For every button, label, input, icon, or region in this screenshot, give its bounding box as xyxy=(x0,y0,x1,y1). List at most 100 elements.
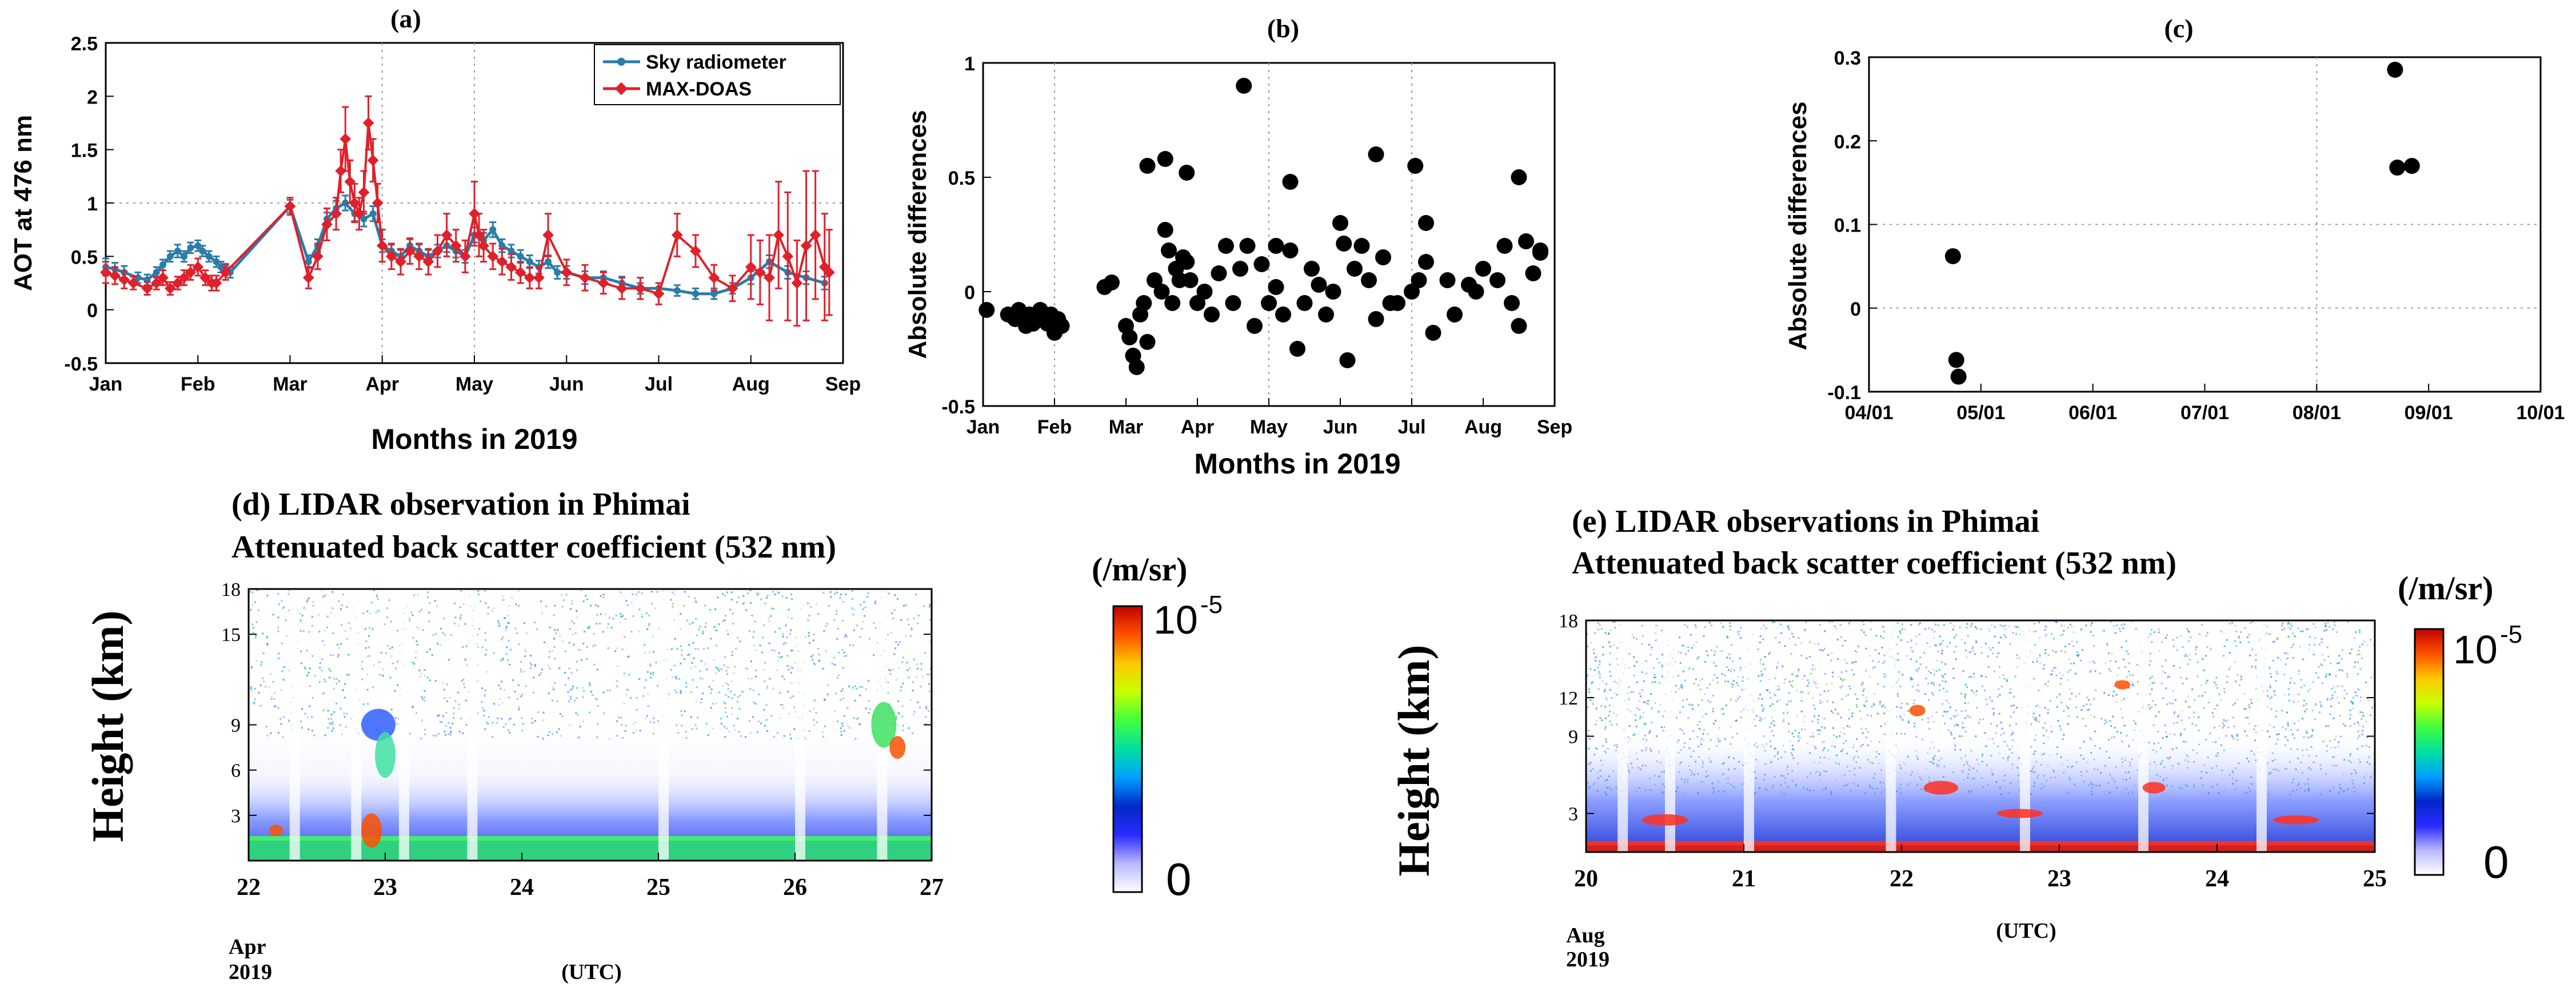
heatmap-speckle xyxy=(1650,654,1652,656)
heatmap-speckle xyxy=(580,589,582,591)
heatmap-speckle xyxy=(257,609,259,611)
heatmap-speckle xyxy=(858,694,861,697)
heatmap-speckle xyxy=(1693,682,1695,684)
heatmap-speckle xyxy=(2362,726,2364,727)
heatmap-speckle xyxy=(563,599,565,602)
heatmap-data-gap xyxy=(289,589,300,861)
heatmap-speckle xyxy=(346,606,348,608)
heatmap-speckle xyxy=(681,714,683,717)
heatmap-speckle xyxy=(2103,692,2106,694)
heatmap-speckle xyxy=(530,667,532,669)
heatmap-speckle xyxy=(902,656,904,659)
heatmap-speckle xyxy=(2239,679,2242,681)
heatmap-speckle xyxy=(386,607,389,610)
heatmap-speckle xyxy=(2090,624,2092,626)
heatmap-speckle xyxy=(773,608,775,610)
heatmap-speckle xyxy=(1597,628,1599,631)
heatmap-speckle xyxy=(724,707,726,709)
heatmap-speckle xyxy=(1980,646,1983,648)
heatmap-speckle xyxy=(1715,720,1717,722)
heatmap-speckle xyxy=(1878,660,1880,663)
heatmap-speckle xyxy=(2092,634,2095,636)
heatmap-speckle xyxy=(2309,643,2311,646)
heatmap-speckle xyxy=(865,688,867,690)
heatmap-speckle xyxy=(1927,717,1929,719)
heatmap-speckle xyxy=(712,727,714,730)
heatmap-speckle xyxy=(440,721,442,723)
heatmap-speckle xyxy=(1635,714,1636,717)
heatmap-speckle xyxy=(621,737,624,739)
heatmap-speckle xyxy=(2287,635,2290,638)
sky-point xyxy=(305,258,312,265)
heatmap-speckle xyxy=(1718,727,1720,729)
ytick-label: -0.1 xyxy=(1827,382,1861,404)
heatmap-speckle xyxy=(722,685,724,687)
heatmap-speckle xyxy=(1851,662,1854,664)
heatmap-speckle xyxy=(484,695,486,697)
heatmap-speckle xyxy=(2362,640,2365,643)
heatmap-speckle xyxy=(2172,645,2175,647)
heatmap-speckle xyxy=(376,594,378,596)
heatmap-speckle xyxy=(840,594,842,596)
ytick-label: 0.2 xyxy=(1834,131,1861,153)
heatmap-speckle xyxy=(874,600,876,602)
heatmap-speckle xyxy=(1932,668,1934,671)
heatmap-speckle xyxy=(608,623,609,625)
heatmap-speckle xyxy=(512,679,514,681)
heatmap-speckle xyxy=(644,687,646,689)
xtick-label: 25 xyxy=(2363,866,2387,892)
heatmap-speckle xyxy=(306,600,308,603)
heatmap-speckle xyxy=(372,686,374,688)
heatmap-speckle xyxy=(894,594,896,596)
heatmap-speckle xyxy=(1771,730,1773,732)
heatmap-speckle xyxy=(2093,698,2095,700)
heatmap-speckle xyxy=(813,699,816,702)
heatmap-speckle xyxy=(1763,735,1766,737)
heatmap-speckle xyxy=(2062,674,2064,676)
heatmap-speckle xyxy=(673,619,675,621)
heatmap-speckle xyxy=(833,619,836,621)
heatmap-speckle xyxy=(2305,628,2307,630)
heatmap-speckle xyxy=(483,715,485,717)
maxdoas-point xyxy=(219,266,231,278)
heatmap-speckle xyxy=(1634,733,1636,735)
heatmap-speckle xyxy=(1778,688,1780,690)
heatmap-speckle xyxy=(2294,635,2296,637)
diff-point xyxy=(2403,158,2420,174)
ytick-label: 0 xyxy=(964,282,975,304)
heatmap-speckle xyxy=(837,674,840,676)
heatmap-speckle xyxy=(277,707,279,709)
heatmap-speckle xyxy=(1851,712,1854,714)
heatmap-speckle xyxy=(1819,700,1822,702)
heatmap-speckle xyxy=(2174,734,2176,736)
heatmap-speckle xyxy=(1692,730,1695,732)
heatmap-speckle xyxy=(2060,729,2062,731)
heatmap-speckle xyxy=(2371,706,2374,709)
heatmap-speckle xyxy=(429,679,431,682)
heatmap-speckle xyxy=(2043,664,2045,666)
heatmap-speckle xyxy=(1950,734,1952,736)
heatmap-speckle xyxy=(691,728,693,730)
heatmap-speckle xyxy=(868,712,870,714)
heatmap-speckle xyxy=(2059,683,2062,685)
heatmap-speckle xyxy=(1592,648,1595,651)
heatmap-speckle xyxy=(2106,644,2108,646)
panel-b-grid xyxy=(1054,63,1412,406)
heatmap-speckle xyxy=(2000,721,2002,723)
heatmap-speckle xyxy=(1704,660,1707,663)
heatmap-speckle xyxy=(397,684,399,686)
heatmap-speckle xyxy=(809,642,811,644)
diff-point xyxy=(1525,265,1541,281)
heatmap-speckle xyxy=(2183,728,2186,730)
heatmap-speckle xyxy=(1699,679,1701,682)
heatmap-speckle xyxy=(1682,699,1684,702)
heatmap-speckle xyxy=(748,678,750,680)
heatmap-speckle xyxy=(389,648,392,650)
heatmap-speckle xyxy=(1634,664,1636,667)
heatmap-speckle xyxy=(549,626,551,628)
heatmap-speckle xyxy=(836,613,838,615)
heatmap-speckle xyxy=(542,711,545,714)
diff-point xyxy=(1236,78,1252,94)
panel-b-points xyxy=(979,78,1548,375)
heatmap-speckle xyxy=(428,611,430,614)
